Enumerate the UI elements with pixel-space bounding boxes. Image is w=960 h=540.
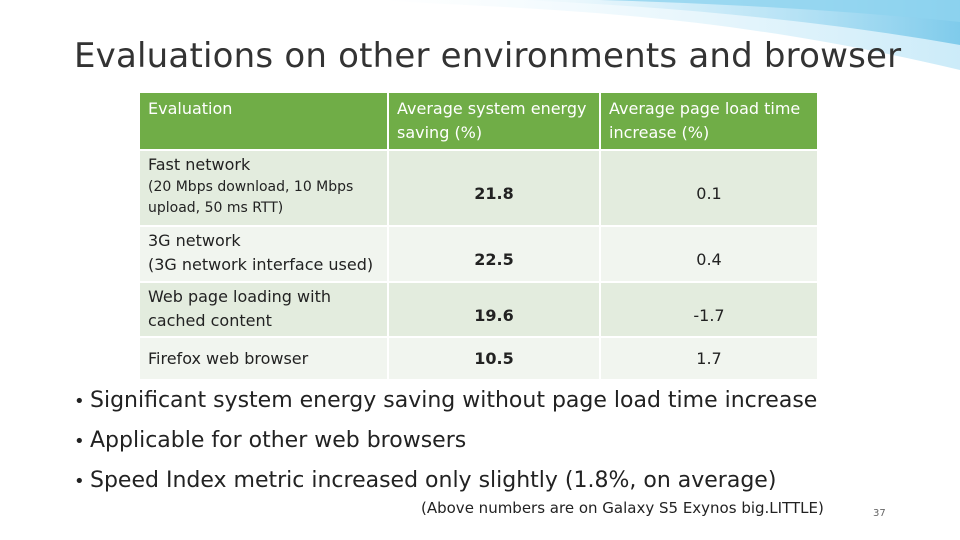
table-header-row: Evaluation Average system energy saving … [140, 93, 817, 150]
bullet-dot-icon: • [74, 431, 85, 452]
load-value: 1.7 [600, 336, 817, 379]
row-label-cell: Firefox web browser [140, 336, 389, 379]
header-load-time: Average page load time increase (%) [600, 93, 817, 150]
bullet-dot-icon: • [74, 391, 85, 412]
load-value: -1.7 [600, 281, 817, 337]
bullet-item: • Applicable for other web browsers [74, 424, 817, 464]
decorative-swoosh [380, 0, 960, 70]
bullet-item: • Speed Index metric increased only sligh… [74, 464, 817, 504]
load-value: 0.1 [600, 149, 817, 226]
row-sublabel: (20 Mbps download, 10 Mbps upload, 50 ms… [148, 179, 354, 216]
header-evaluation: Evaluation [140, 93, 389, 150]
energy-value: 19.6 [388, 281, 601, 337]
footnote: (Above numbers are on Galaxy S5 Exynos b… [421, 499, 824, 517]
page-number: 37 [873, 508, 886, 519]
table-row: Fast network (20 Mbps download, 10 Mbps … [140, 149, 817, 226]
evaluation-table: Evaluation Average system energy saving … [140, 93, 817, 379]
energy-value: 21.8 [388, 149, 601, 226]
energy-value: 10.5 [388, 336, 601, 379]
bullet-item: • Significant system energy saving withou… [74, 384, 817, 424]
row-label: Fast network [148, 155, 251, 174]
row-label-cell: 3G network (3G network interface used) [140, 225, 389, 282]
bullet-list: • Significant system energy saving withou… [74, 384, 817, 504]
bullet-dot-icon: • [74, 471, 85, 492]
table-row: 3G network (3G network interface used) 2… [140, 225, 817, 282]
table-row: Web page loading with cached content 19.… [140, 281, 817, 337]
load-value: 0.4 [600, 225, 817, 282]
table-row: Firefox web browser 10.5 1.7 [140, 336, 817, 379]
slide-title: Evaluations on other environments and br… [74, 36, 902, 76]
header-energy-saving: Average system energy saving (%) [388, 93, 601, 150]
row-sublabel: (3G network interface used) [148, 255, 374, 274]
row-label-cell: Fast network (20 Mbps download, 10 Mbps … [140, 149, 389, 226]
row-label-cell: Web page loading with cached content [140, 281, 389, 337]
energy-value: 22.5 [388, 225, 601, 282]
row-label: 3G network [148, 231, 241, 250]
